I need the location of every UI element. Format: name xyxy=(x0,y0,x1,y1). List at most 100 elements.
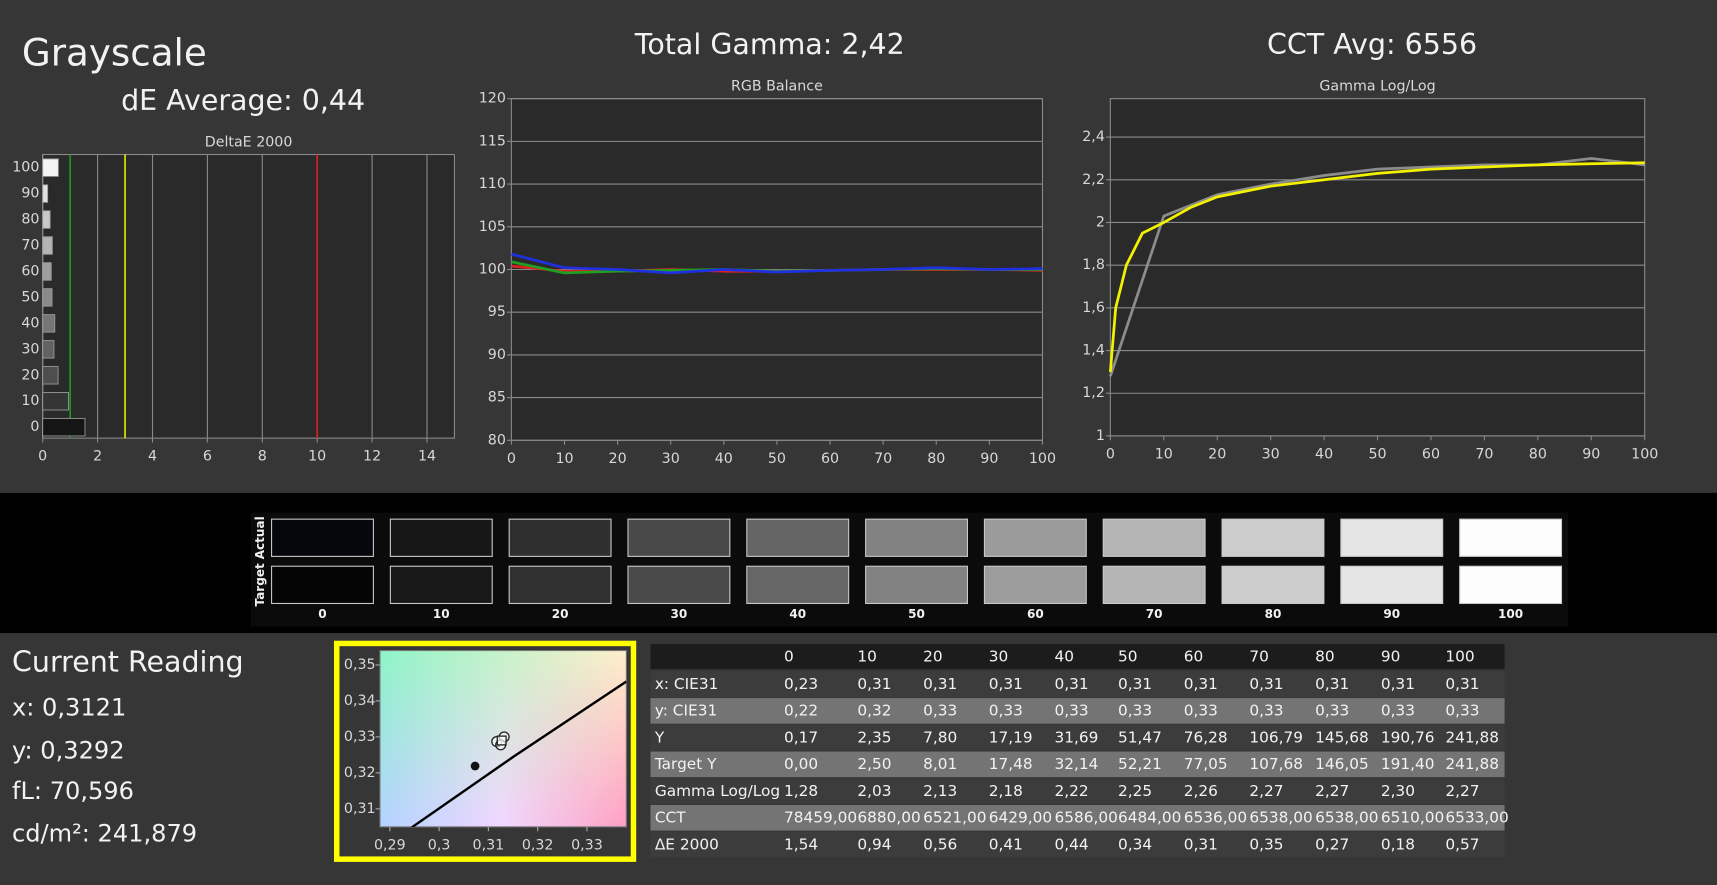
y-tick-label: 10 xyxy=(21,393,39,409)
table-header: 10 xyxy=(857,648,877,666)
x-tick-label: 0,31 xyxy=(473,837,505,853)
table-header-bg xyxy=(650,643,1505,670)
y-tick-label: 40 xyxy=(21,315,39,331)
swatch-label: 10 xyxy=(433,607,450,621)
table-cell: 107,68 xyxy=(1249,755,1303,773)
table-cell: 6521,00 xyxy=(923,809,986,827)
table-cell: 2,27 xyxy=(1249,782,1283,800)
y-tick-label: 70 xyxy=(21,238,39,254)
table-cell: 0,33 xyxy=(1249,702,1283,720)
x-tick-label: 8 xyxy=(258,449,267,465)
y-tick-label: 115 xyxy=(479,133,506,149)
table-cell: 2,27 xyxy=(1315,782,1349,800)
table-cell: 2,50 xyxy=(857,755,891,773)
x-tick-label: 50 xyxy=(1368,447,1386,463)
swatch-label: 50 xyxy=(908,607,925,621)
table-cell: CCT xyxy=(655,809,686,827)
x-tick-label: 70 xyxy=(874,451,892,467)
y-tick-label: 85 xyxy=(488,390,506,406)
table-cell: 6510,00 xyxy=(1381,809,1444,827)
chart-title: RGB Balance xyxy=(731,79,823,95)
y-tick-label: 0,35 xyxy=(344,657,376,673)
table-row-bg xyxy=(650,671,1505,697)
table-cell: 106,79 xyxy=(1249,728,1303,746)
table-cell: 0,41 xyxy=(989,835,1023,853)
reading-line: fL: 70,596 xyxy=(12,777,134,805)
table-cell: 0,18 xyxy=(1381,835,1415,853)
table-cell: 0,33 xyxy=(923,702,957,720)
table-cell: 2,22 xyxy=(1055,782,1089,800)
table-cell: Y xyxy=(654,728,665,746)
table-cell: x: CIE31 xyxy=(655,675,719,693)
total-gamma: Total Gamma: 2,42 xyxy=(634,28,905,61)
row-label: Target xyxy=(253,563,267,606)
table-cell: 0,31 xyxy=(1184,835,1218,853)
table-header: 80 xyxy=(1315,648,1335,666)
x-tick-label: 4 xyxy=(148,449,157,465)
bar xyxy=(42,392,69,411)
bar xyxy=(42,210,51,229)
table-cell: 0,34 xyxy=(1118,835,1152,853)
table-cell: 0,22 xyxy=(784,702,818,720)
y-tick-label: 2,4 xyxy=(1082,129,1105,145)
series-line xyxy=(1109,157,1645,377)
table-header: 60 xyxy=(1184,648,1204,666)
table-cell: 146,05 xyxy=(1315,755,1369,773)
table-cell: 51,47 xyxy=(1118,728,1162,746)
x-tick-label: 2 xyxy=(93,449,102,465)
x-tick-label: 0 xyxy=(38,449,47,465)
table-cell: 8,01 xyxy=(923,755,957,773)
table-cell: 0,31 xyxy=(1381,675,1415,693)
table-cell: 241,88 xyxy=(1445,728,1499,746)
cct-average: CCT Avg: 6556 xyxy=(1267,28,1477,61)
bar xyxy=(42,236,53,255)
table-cell: Target Y xyxy=(654,755,717,773)
chart-title: DeltaE 2000 xyxy=(205,134,293,150)
reading-line: x: 0,3121 xyxy=(12,694,126,722)
table-cell: 17,19 xyxy=(989,728,1033,746)
bar xyxy=(42,340,55,359)
y-tick-label: 1,8 xyxy=(1082,257,1105,273)
x-tick-label: 70 xyxy=(1475,447,1493,463)
table-row-bg xyxy=(650,831,1505,858)
x-tick-label: 100 xyxy=(1631,447,1658,463)
table-header: 0 xyxy=(784,648,794,666)
swatch-target xyxy=(865,565,969,605)
x-tick-label: 30 xyxy=(662,451,680,467)
table-cell: 0,17 xyxy=(784,728,818,746)
swatch-actual xyxy=(271,518,374,557)
x-tick-label: 60 xyxy=(821,451,839,467)
x-tick-label: 10 xyxy=(1155,447,1173,463)
table-header: 90 xyxy=(1381,648,1401,666)
table-cell: 6880,00 xyxy=(857,809,920,827)
x-tick-label: 0,33 xyxy=(571,837,603,853)
y-tick-label: 30 xyxy=(21,341,39,357)
swatch-actual xyxy=(508,518,612,557)
swatch-target xyxy=(508,565,612,605)
swatch-actual xyxy=(865,518,969,557)
table-cell: 6533,00 xyxy=(1445,809,1508,827)
table-cell: 2,18 xyxy=(989,782,1023,800)
table-cell: 2,13 xyxy=(923,782,957,800)
table-cell: 6484,00 xyxy=(1118,809,1181,827)
x-tick-label: 10 xyxy=(308,449,326,465)
table-cell: 6538,00 xyxy=(1249,809,1312,827)
table-cell: 191,40 xyxy=(1381,755,1435,773)
bar xyxy=(42,417,86,437)
x-tick-label: 14 xyxy=(418,449,436,465)
x-tick-label: 50 xyxy=(768,451,786,467)
y-tick-label: 100 xyxy=(12,160,39,176)
table-cell: 0,44 xyxy=(1055,835,1089,853)
table-cell: 0,31 xyxy=(923,675,957,693)
swatch-actual xyxy=(1221,518,1325,557)
table-cell: 1,54 xyxy=(784,835,818,853)
y-tick-label: 0 xyxy=(30,419,39,435)
x-tick-label: 100 xyxy=(1029,451,1056,467)
y-tick-label: 20 xyxy=(21,367,39,383)
table-cell: 6429,00 xyxy=(989,809,1052,827)
series-line xyxy=(511,252,1043,275)
table-cell: 241,88 xyxy=(1445,755,1499,773)
swatch-actual xyxy=(627,518,731,557)
reading-title: Current Reading xyxy=(12,646,244,679)
